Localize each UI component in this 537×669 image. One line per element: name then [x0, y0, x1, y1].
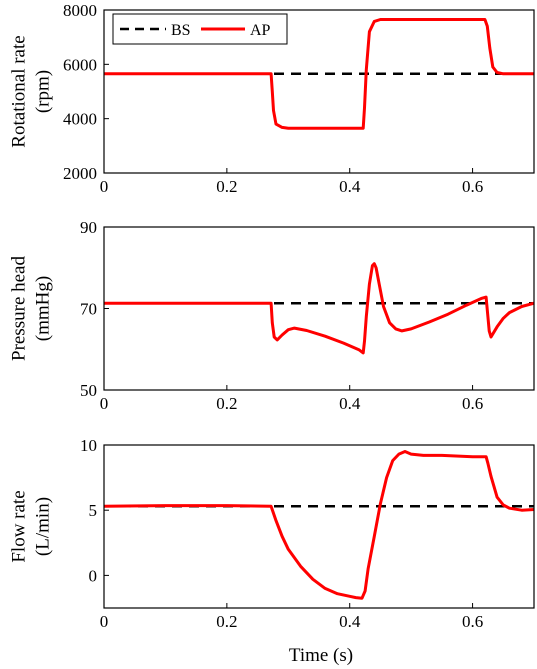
y-tick-label: 2000	[63, 164, 97, 183]
y-tick-label: 8000	[63, 1, 97, 20]
panel-flow-rate: 0 0.2 0.4 0.6 0 5 10 Flow rate (L/min)	[8, 436, 535, 631]
axes-frame-flow-rate	[103, 444, 535, 609]
ylabel-rotational-rate-line2: (rpm)	[32, 70, 53, 113]
x-tick-label: 0.4	[339, 612, 361, 631]
ylabel-pressure-head-line2: (mmHg)	[32, 276, 53, 341]
x-tick-label: 0.6	[462, 612, 483, 631]
x-tick-label: 0	[100, 177, 109, 196]
legend-label-bs: BS	[171, 22, 191, 39]
y-tick-label: 50	[80, 381, 97, 400]
axes-frame-pressure-head	[103, 226, 535, 391]
panel-pressure-head: 0 0.2 0.4 0.6 50 70 90 Pressure head (mmHg)	[8, 218, 535, 413]
x-tick-label: 0.2	[216, 612, 237, 631]
ticks-flow-rate: 0 0.2 0.4 0.6 0 5 10	[80, 436, 483, 631]
x-tick-label: 0	[100, 612, 109, 631]
x-tick-label: 0.6	[462, 177, 483, 196]
ticks-pressure-head: 0 0.2 0.4 0.6 50 70 90	[80, 218, 483, 413]
y-tick-label: 5	[89, 501, 98, 520]
panel-rotational-rate: 0 0.2 0.4 0.6 2000 4000 6000 8000 Rotational ra…	[8, 1, 535, 196]
x-tick-label: 0.4	[339, 177, 361, 196]
series-layer-pressure-head	[104, 262, 534, 355]
x-tick-label: 0.4	[339, 394, 361, 413]
y-tick-label: 10	[80, 436, 97, 455]
ylabel-rotational-rate-line1: Rotational rate	[8, 35, 29, 147]
y-tick-label: 90	[80, 218, 97, 237]
y-tick-label: 4000	[63, 110, 97, 129]
legend-label-ap: AP	[250, 22, 271, 39]
x-tick-label: 0.2	[216, 394, 237, 413]
series-ap-rotational-rate	[104, 18, 534, 130]
y-tick-label: 6000	[63, 55, 97, 74]
x-tick-label: 0.2	[216, 177, 237, 196]
ylabel-flow-rate-line2: (L/min)	[32, 497, 53, 556]
ticks-rotational-rate: 0 0.2 0.4 0.6 2000 4000 6000 8000	[63, 1, 483, 196]
series-layer-rotational-rate	[104, 18, 534, 130]
x-tick-label: 0.6	[462, 394, 483, 413]
x-tick-label: 0	[100, 394, 109, 413]
y-tick-label: 70	[80, 300, 97, 319]
ylabel-flow-rate-line1: Flow rate	[8, 490, 29, 562]
y-tick-label: 0	[89, 566, 98, 585]
series-ap-flow-rate	[104, 450, 534, 600]
legend: BS AP	[112, 13, 288, 45]
x-axis-label: Time (s)	[289, 645, 353, 666]
series-ap-pressure-head	[104, 262, 534, 355]
series-layer-flow-rate	[104, 450, 534, 600]
ylabel-pressure-head-line1: Pressure head	[8, 256, 29, 361]
axes-frame-rotational-rate	[103, 9, 535, 174]
